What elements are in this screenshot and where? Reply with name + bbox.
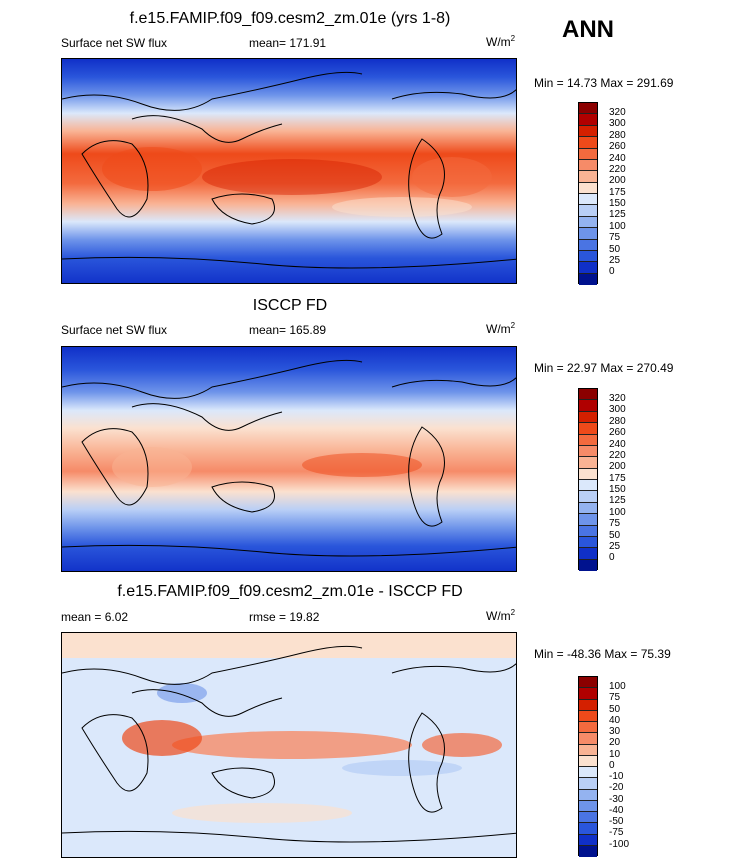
colorbar-tick: 0 bbox=[609, 552, 615, 564]
panel1-center-label: mean= 171.91 bbox=[249, 36, 327, 50]
colorbar-tick: 40 bbox=[609, 714, 621, 726]
panel2-left-label: Surface net SW flux bbox=[61, 323, 168, 337]
colorbar-tick: 20 bbox=[609, 737, 621, 749]
colorbar-tick: 240 bbox=[609, 152, 626, 164]
panel1-minmax: Min = 14.73 Max = 291.69 bbox=[534, 76, 674, 90]
panel3-title: f.e15.FAMIP.f09_f09.cesm2_zm.01e - ISCCP… bbox=[117, 583, 463, 600]
season-label: ANN bbox=[562, 16, 614, 43]
panel2-minmax: Min = 22.97 Max = 270.49 bbox=[534, 361, 674, 375]
colorbar-tick: 220 bbox=[609, 163, 626, 175]
panel2-center-label: mean= 165.89 bbox=[249, 323, 327, 337]
colorbar-tick: 240 bbox=[609, 438, 626, 450]
panel2-units: W/m2 bbox=[486, 321, 516, 336]
panel3-map bbox=[61, 632, 517, 858]
colorbar-tick: -30 bbox=[609, 793, 624, 805]
colorbar-tick: 300 bbox=[609, 118, 626, 130]
panel3-left-label: mean = 6.02 bbox=[61, 610, 129, 624]
colorbar-tick: 280 bbox=[609, 129, 626, 141]
colorbar-tick: 25 bbox=[609, 540, 621, 552]
panel1-left-label: Surface net SW flux bbox=[61, 36, 168, 50]
colorbar-tick: 125 bbox=[609, 209, 626, 221]
colorbar-tick: -10 bbox=[609, 771, 624, 782]
colorbar-tick: 50 bbox=[609, 243, 621, 255]
panel3-colorbar bbox=[578, 676, 598, 857]
panel3-center-label: rmse = 19.82 bbox=[249, 610, 320, 624]
colorbar-tick: 75 bbox=[609, 692, 621, 704]
colorbar-tick: 50 bbox=[609, 529, 621, 541]
colorbar-tick: 280 bbox=[609, 415, 626, 427]
panel3-units: W/m2 bbox=[486, 608, 516, 623]
panel2-title: ISCCP FD bbox=[252, 297, 328, 314]
colorbar-tick: 300 bbox=[609, 404, 626, 416]
colorbar-tick: 75 bbox=[609, 518, 621, 530]
panel1-map bbox=[61, 58, 517, 284]
colorbar-tick: 175 bbox=[609, 186, 626, 198]
panel1-colorbar bbox=[578, 102, 598, 285]
colorbar-tick: 200 bbox=[609, 175, 626, 187]
colorbar-tick: 0 bbox=[609, 266, 615, 278]
colorbar-tick: 30 bbox=[609, 726, 621, 737]
colorbar-tick: -20 bbox=[609, 782, 624, 794]
colorbar-tick: 150 bbox=[609, 484, 626, 495]
colorbar-tick: 100 bbox=[609, 220, 626, 232]
colorbar-tick: 260 bbox=[609, 427, 626, 439]
colorbar-tick: 320 bbox=[609, 393, 626, 404]
colorbar-tick: 50 bbox=[609, 703, 621, 715]
colorbar-tick: 320 bbox=[609, 107, 626, 118]
colorbar-tick: 10 bbox=[609, 748, 621, 760]
panel2-map bbox=[61, 346, 517, 572]
colorbar-tick: 75 bbox=[609, 232, 621, 244]
colorbar-tick: -75 bbox=[609, 827, 624, 839]
panel1-units: W/m2 bbox=[486, 34, 516, 49]
panel2-colorbar bbox=[578, 388, 598, 571]
panel3-minmax: Min = -48.36 Max = 75.39 bbox=[534, 647, 671, 661]
colorbar-tick: -40 bbox=[609, 804, 624, 816]
colorbar-tick: 175 bbox=[609, 472, 626, 484]
colorbar-tick: 150 bbox=[609, 198, 626, 209]
colorbar-tick: 260 bbox=[609, 141, 626, 153]
panel1-title: f.e15.FAMIP.f09_f09.cesm2_zm.01e (yrs 1-… bbox=[129, 10, 451, 27]
colorbar-tick: 200 bbox=[609, 461, 626, 473]
colorbar-tick: 125 bbox=[609, 495, 626, 507]
colorbar-tick: 0 bbox=[609, 759, 615, 771]
colorbar-tick: 220 bbox=[609, 449, 626, 461]
colorbar-tick: 100 bbox=[609, 681, 626, 692]
colorbar-tick: 100 bbox=[609, 506, 626, 518]
colorbar-tick: -100 bbox=[609, 838, 630, 850]
colorbar-tick: 25 bbox=[609, 254, 621, 266]
colorbar-tick: -50 bbox=[609, 816, 624, 827]
